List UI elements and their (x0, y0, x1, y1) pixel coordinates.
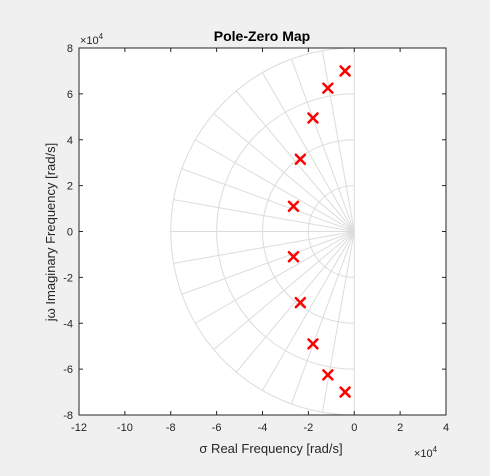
y-axis-label: jω Imaginary Frequency [rad/s] (43, 143, 58, 323)
pole-marker-stroke (294, 153, 307, 165)
x-tick-label: 0 (351, 422, 357, 434)
x-tick-label: -6 (212, 422, 222, 434)
pole-marker-stroke (307, 338, 319, 350)
damping-line (262, 72, 355, 232)
y-exponent-power: 4 (99, 32, 104, 41)
damping-line (213, 231, 355, 350)
x-exponent-base: ×10 (414, 448, 433, 460)
x-tick-label: -12 (71, 422, 87, 434)
damping-line (321, 231, 355, 413)
pole-marker (287, 250, 300, 263)
damping-line (195, 139, 355, 232)
x-tick-label: -8 (166, 422, 176, 434)
pole-marker-stroke (287, 250, 300, 263)
pole-marker-stroke (287, 200, 300, 213)
pole-markers (287, 65, 351, 398)
s-plane-grid (170, 47, 355, 416)
x-ticks: -12 -10 -8 -6 -4 -2 0 2 4 (71, 48, 449, 434)
damping-line (235, 90, 355, 232)
x-tick-label: -10 (117, 422, 133, 434)
y-tick-label: -6 (63, 364, 73, 376)
y-exponent-base: ×10 (80, 35, 99, 47)
y-tick-label: 8 (67, 43, 73, 55)
damping-line (181, 231, 355, 295)
pole-marker (294, 153, 307, 165)
x-axis-exponent: ×104 (414, 445, 438, 460)
y-tick-label: -2 (63, 272, 73, 284)
y-tick-label: 2 (67, 181, 73, 193)
damping-line (321, 50, 355, 232)
damping-line (291, 231, 355, 405)
pole-marker-stroke (339, 386, 351, 398)
x-tick-label: 4 (443, 422, 449, 434)
pole-marker (322, 369, 334, 381)
pole-marker (294, 296, 307, 309)
pole-marker-stroke (322, 369, 334, 381)
y-tick-label: 6 (67, 89, 73, 101)
y-axis-exponent: ×104 (80, 32, 104, 47)
damping-line (173, 199, 355, 232)
pole-marker (307, 112, 319, 124)
pole-marker (339, 386, 351, 398)
pole-marker (322, 82, 334, 94)
y-tick-label: -8 (63, 410, 73, 422)
damping-line (262, 231, 355, 391)
x-tick-label: -2 (303, 422, 313, 434)
damping-line (235, 231, 355, 373)
pole-marker-stroke (339, 65, 351, 77)
pole-marker-stroke (294, 296, 307, 309)
damping-line (181, 168, 355, 232)
x-tick-label: 2 (397, 422, 403, 434)
damping-line (195, 231, 355, 324)
pole-marker (307, 338, 319, 350)
y-tick-label: 0 (67, 227, 73, 239)
pole-marker-stroke (322, 82, 334, 94)
pole-marker-stroke (307, 112, 319, 124)
damping-line (291, 58, 355, 232)
pole-marker (287, 200, 300, 213)
y-ticks: -8 -6 -4 -2 0 2 4 6 8 (63, 43, 446, 422)
x-tick-label: -4 (258, 422, 268, 434)
y-tick-label: 4 (67, 135, 73, 147)
pole-marker (339, 65, 351, 77)
x-axis-label: σ Real Frequency [rad/s] (199, 441, 342, 456)
damping-line (213, 113, 355, 232)
damping-line (173, 231, 355, 264)
x-exponent-power: 4 (433, 445, 438, 454)
chart-title: Pole-Zero Map (214, 28, 310, 44)
y-tick-label: -4 (63, 318, 73, 330)
